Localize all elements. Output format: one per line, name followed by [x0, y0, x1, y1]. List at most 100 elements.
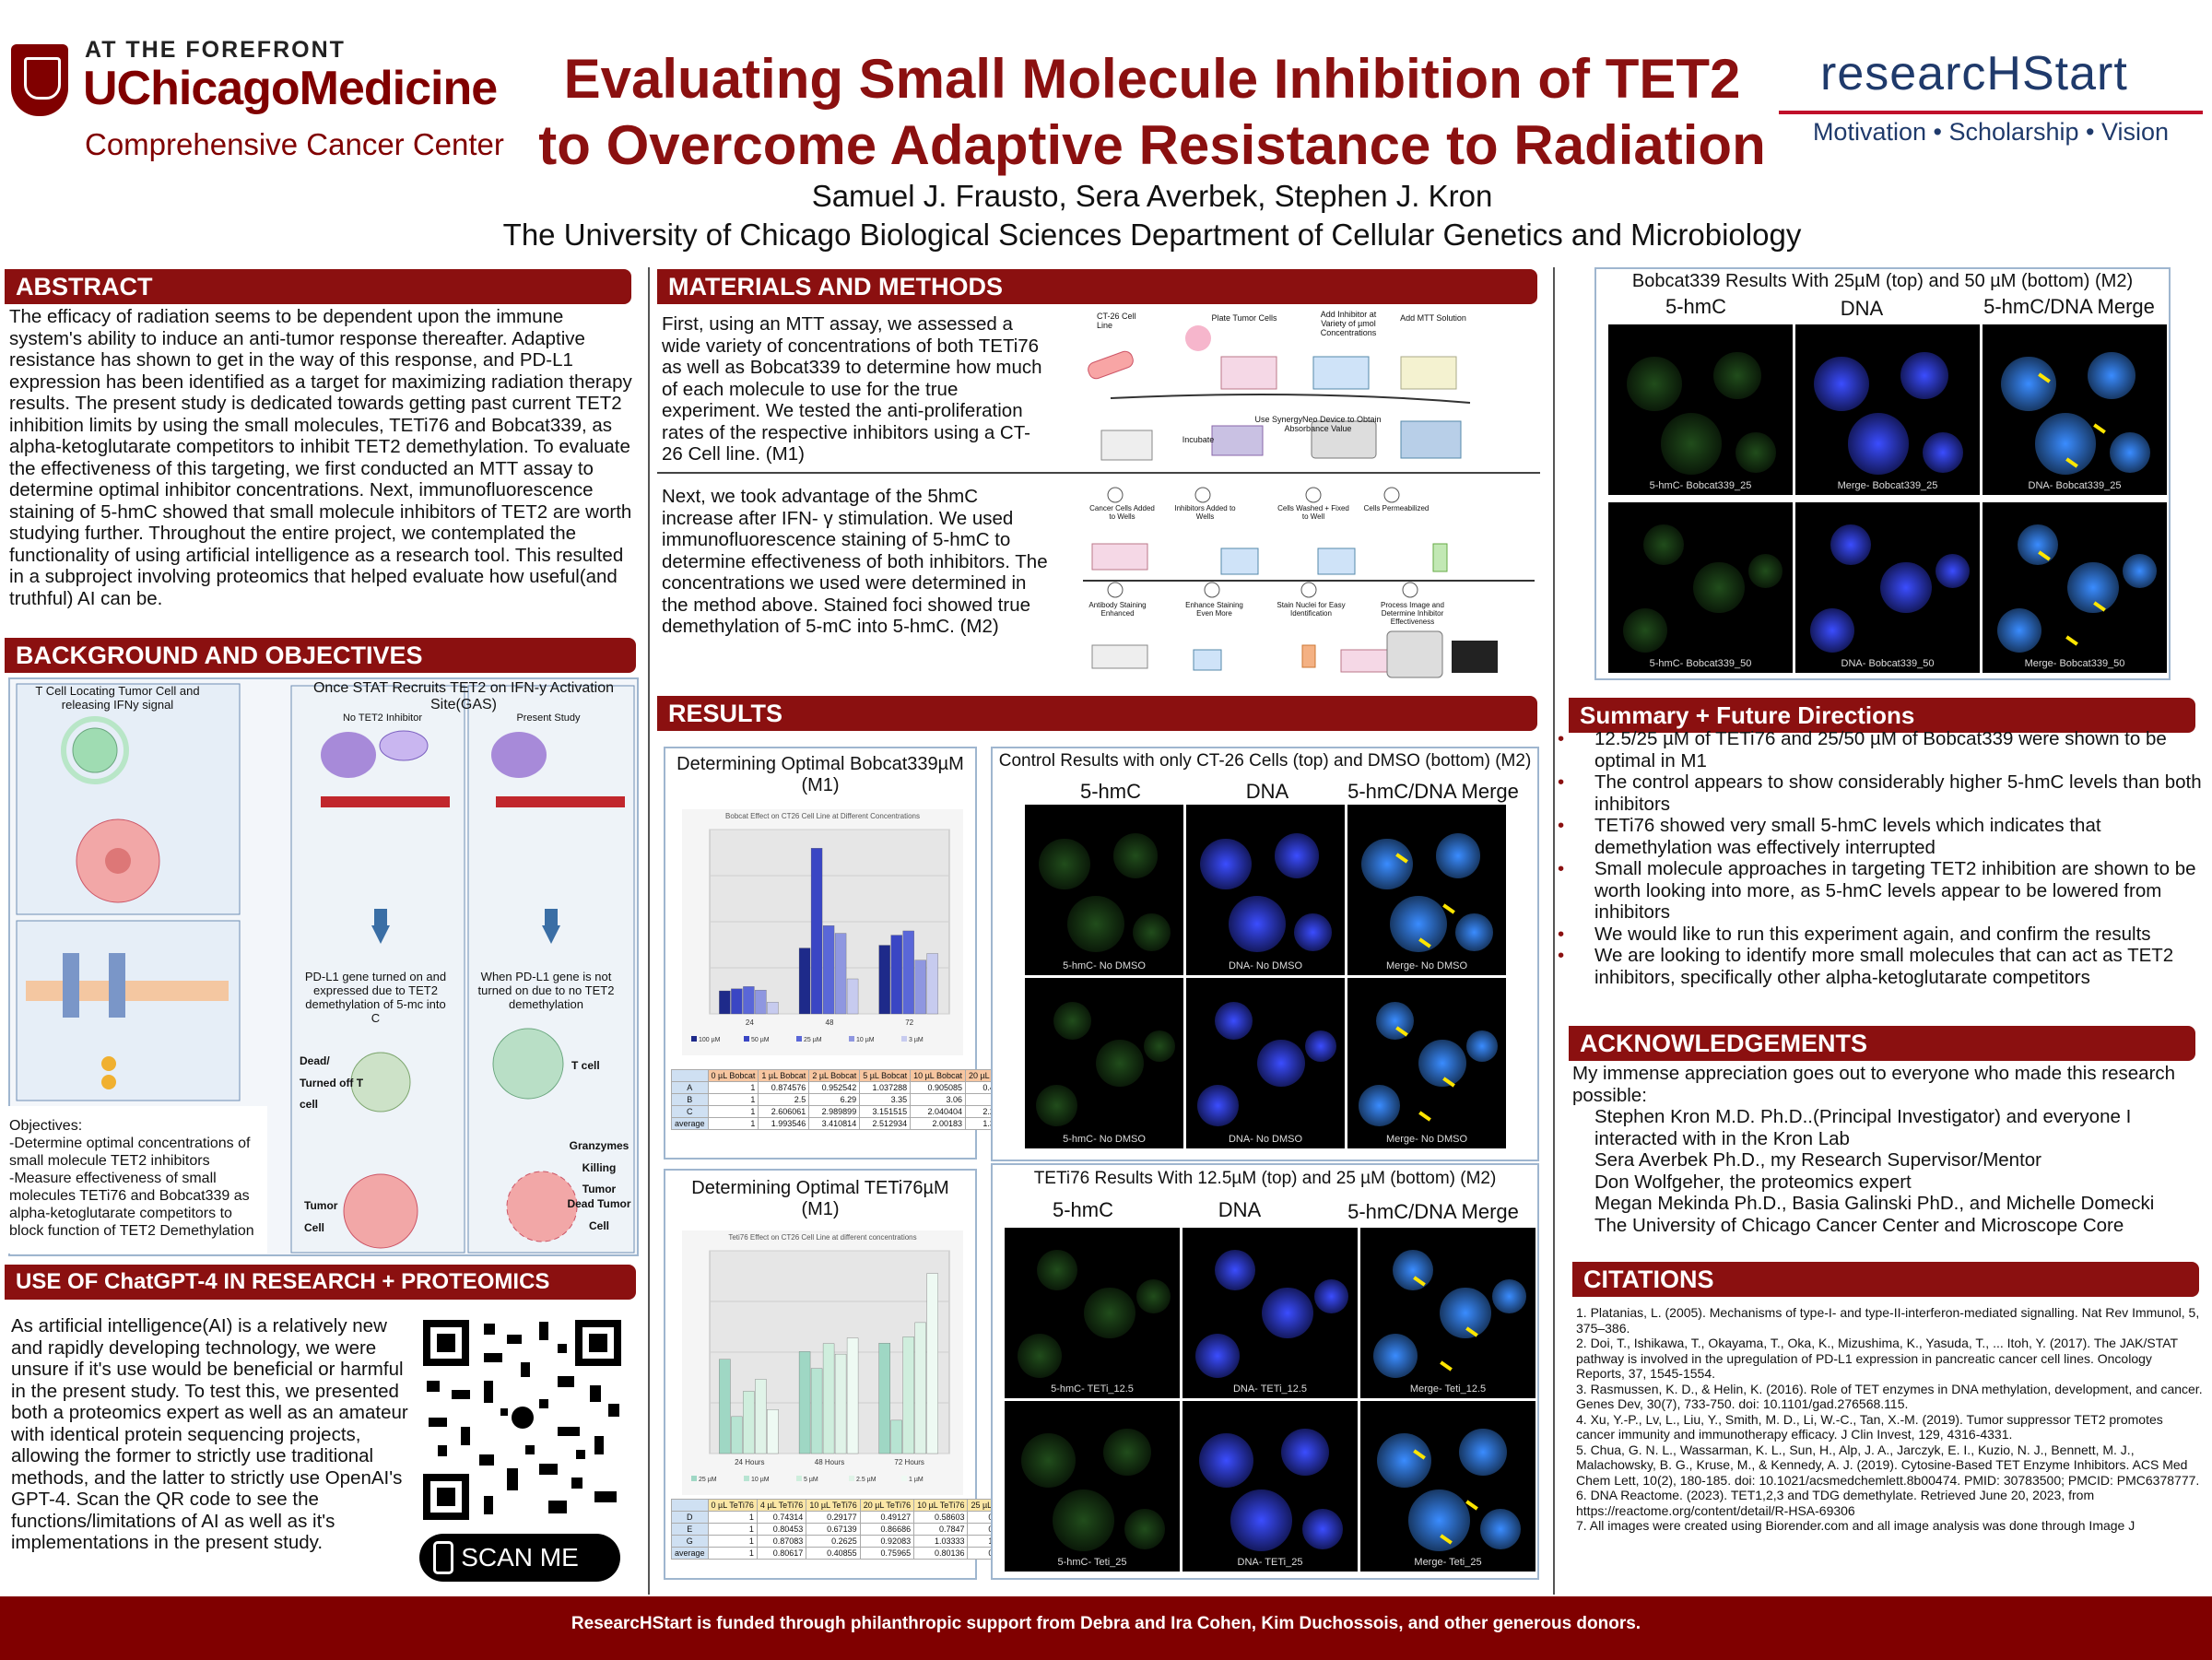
image-caption: 5-hmC- Bobcat339_25: [1649, 480, 1752, 491]
label-dead-tumor: Dead Tumor Cell: [567, 1197, 631, 1232]
bar: [810, 1368, 823, 1454]
chart-title: Bobcat Effect on CT26 Cell Line at Diffe…: [725, 812, 920, 820]
table-cell: 1.03333: [913, 1535, 969, 1548]
bar: [890, 935, 902, 1015]
cell-nucleus: [1039, 839, 1090, 890]
cell-nucleus: [1847, 413, 1910, 475]
ack-item: Don Wolfgeher, the proteomics expert: [1594, 1171, 1912, 1193]
citations-heading: CITATIONS: [1572, 1262, 2199, 1297]
cell-nucleus: [1361, 839, 1413, 890]
microscopy-image: 5-hmC- Teti_25: [1005, 1401, 1180, 1572]
bobcat-col-5hmc: 5-hmC: [1665, 295, 1726, 318]
cell-nucleus: [1479, 1508, 1522, 1549]
cell-nucleus: [1275, 833, 1320, 878]
bar: [798, 948, 811, 1015]
image-caption: DNA- Bobcat339_50: [1841, 658, 1935, 669]
table-header: 10 µL Bobcat: [910, 1069, 966, 1082]
cell-nucleus: [1200, 839, 1252, 890]
image-caption: Merge- No DMSO: [1385, 960, 1468, 971]
table-cell: 0.905085: [910, 1081, 966, 1094]
cell-nucleus: [2067, 561, 2119, 614]
image-caption: 5-hmC- TETi_12.5: [1051, 1383, 1134, 1395]
teti-bar-chart: Teti76 Effect on CT26 Cell Line at diffe…: [682, 1230, 963, 1495]
x-tick-label: 72 Hours: [894, 1458, 924, 1466]
poster-title: Evaluating Small Molecule Inhibition of …: [530, 46, 1774, 179]
microscopy-image: DNA- TETi_25: [1182, 1401, 1358, 1572]
cell-nucleus: [1440, 1287, 1491, 1339]
cell-nucleus: [1392, 1250, 1434, 1291]
bar: [719, 1359, 731, 1454]
m2-label-4: Cells Permeabilized: [1363, 504, 1430, 512]
microscopy-image: Merge- Bobcat339_50: [1983, 502, 2167, 673]
teti-col-merge: 5-hmC/DNA Merge: [1347, 1200, 1519, 1223]
cell-nucleus: [1230, 1489, 1292, 1551]
legend-label: 1 µM: [909, 1477, 924, 1483]
table-cell: 2.512934: [859, 1117, 912, 1130]
methods-heading: MATERIALS AND METHODS: [657, 269, 1537, 304]
poster-header: AT THE FOREFRONT UChicagoMedicine Compre…: [0, 0, 2212, 263]
legend-swatch: [849, 1476, 854, 1481]
cell-nucleus: [1922, 431, 1964, 473]
acknowledgements-heading: ACKNOWLEDGEMENTS: [1569, 1026, 2195, 1061]
citation-item: 3. Rasmussen, K. D., & Helin, K. (2016).…: [1576, 1381, 2203, 1412]
legend-swatch: [691, 1476, 697, 1481]
shield-icon: [11, 44, 68, 116]
cell-nucleus: [2088, 351, 2136, 400]
table-cell: 0.92083: [859, 1535, 915, 1548]
phone-icon: [433, 1541, 453, 1574]
legend-swatch: [901, 1036, 907, 1042]
citation-item: 4. Xu, Y.-P., Lv, L., Liu, Y., Smith, M.…: [1576, 1411, 2163, 1442]
cell-nucleus: [1020, 1433, 1077, 1489]
uchicago-logo: AT THE FOREFRONT UChicagoMedicine Compre…: [11, 35, 518, 164]
table-cell: 3.151515: [859, 1105, 912, 1118]
m2-label-7: Stain Nuclei for Easy Identification: [1277, 601, 1346, 618]
legend-label: 100 µM: [699, 1037, 721, 1043]
program-tagline: Motivation • Scholarship • Vision: [1812, 118, 2170, 146]
cell-nucleus: [1492, 1278, 1526, 1313]
teti-chart-title: Determining Optimal TETi76µM (M1): [691, 1178, 949, 1219]
legend-label: 5 µM: [804, 1477, 818, 1483]
abstract-text: The efficacy of radiation seems to be de…: [9, 306, 632, 609]
teti-panel-title: TETi76 Results With 12.5µM (top) and 25 …: [1033, 1169, 1497, 1188]
logo-divider: [1779, 111, 2203, 114]
cell-nucleus: [1830, 524, 1872, 566]
cell-nucleus: [1103, 1428, 1151, 1477]
qr-code[interactable]: [419, 1316, 625, 1524]
microscopy-image: DNA- No DMSO: [1186, 978, 1345, 1148]
microscopy-image: 5-hmC- TETi_12.5: [1005, 1228, 1180, 1398]
cell-nucleus: [1996, 607, 2042, 653]
image-caption: DNA- No DMSO: [1228, 1134, 1303, 1145]
logo-institution: UChicagoMedicine: [83, 62, 498, 115]
legend-swatch: [901, 1476, 907, 1481]
image-caption: 5-hmC- No DMSO: [1063, 1134, 1146, 1145]
cell-nucleus: [1809, 607, 1855, 653]
bar: [731, 988, 743, 1015]
image-caption: 5-hmC- Bobcat339_50: [1649, 658, 1752, 669]
table-cell: 0.40855: [806, 1547, 861, 1560]
cell-nucleus: [1124, 1508, 1166, 1549]
m1-label-2: Plate Tumor Cells: [1211, 313, 1277, 323]
bar: [846, 978, 859, 1015]
m2-label-6: Enhance Staining Even More: [1185, 601, 1243, 618]
table-cell: 3.35: [859, 1093, 912, 1106]
logo-center: Comprehensive Cancer Center: [85, 127, 504, 161]
ack-item: The University of Chicago Cancer Center …: [1594, 1214, 2124, 1236]
table-cell: 0.874576: [758, 1081, 810, 1094]
logo-forefront: AT THE FOREFRONT: [85, 37, 346, 63]
cell-nucleus: [1281, 1428, 1329, 1477]
table-row: A10.8745760.9525421.0372880.9050850.4440…: [671, 1081, 1021, 1094]
m2-label-3: Cells Washed + Fixed to Well: [1277, 504, 1349, 521]
bar: [834, 933, 847, 1015]
x-tick-label: 48 Hours: [815, 1458, 844, 1466]
methods-text-1: First, using an MTT assay, we assessed a…: [662, 313, 1042, 465]
table-cell: 1.993546: [758, 1117, 810, 1130]
cell-nucleus: [1036, 1250, 1078, 1291]
column-divider: [648, 267, 650, 1595]
footer: ResearcHStart is funded through philanth…: [0, 1596, 2212, 1660]
cell-nucleus: [1053, 1489, 1114, 1551]
label-tumor-cell: Tumor Cell: [304, 1199, 338, 1234]
table-header: 20 µL TeTi76: [859, 1499, 915, 1512]
